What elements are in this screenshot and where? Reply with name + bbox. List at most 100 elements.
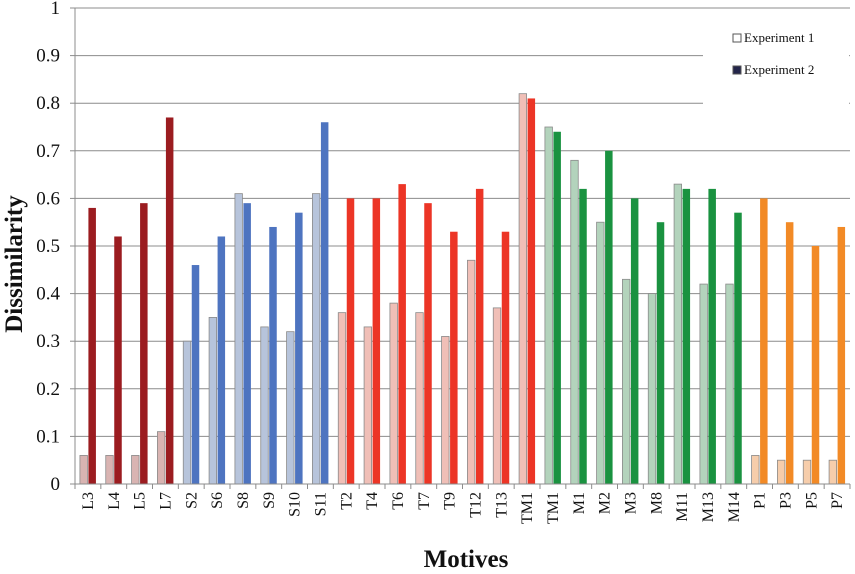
x-tick-label: T9 bbox=[442, 492, 459, 510]
y-tick-label: 1 bbox=[51, 0, 61, 19]
x-tick-label: S11 bbox=[312, 492, 329, 516]
x-tick-label: T13 bbox=[493, 492, 510, 518]
bar-experiment-2-l7 bbox=[165, 117, 174, 484]
x-tick-label: S6 bbox=[209, 492, 226, 509]
x-tick-label: T7 bbox=[416, 492, 433, 510]
bar-experiment-1-m8 bbox=[647, 293, 657, 485]
x-tick-label: S8 bbox=[235, 492, 252, 509]
bar-experiment-2-t4 bbox=[372, 198, 381, 484]
bar-experiment-2-t2 bbox=[346, 198, 355, 484]
x-axis-ticks: L3 L4 L5 L7 S2 S6 S8 S9 S10 S11 T2 T4 T6 T7 T9 T12 T13 TM… bbox=[74, 484, 851, 524]
bar-experiment-2-p3 bbox=[785, 222, 794, 484]
bar-experiment-2-tm1 bbox=[527, 98, 536, 484]
bar-experiment-2-m13 bbox=[708, 188, 716, 484]
x-tick-label: M13 bbox=[700, 492, 717, 522]
y-tick-label: 0.3 bbox=[36, 331, 60, 352]
x-tick-label: L3 bbox=[80, 492, 97, 510]
legend-background bbox=[703, 25, 849, 105]
bar-experiment-1-tm1 bbox=[544, 126, 553, 485]
y-tick-label: 0.5 bbox=[36, 236, 60, 257]
x-tick-label: S9 bbox=[261, 492, 278, 509]
bar-experiment-1-m13 bbox=[699, 283, 708, 485]
bar-experiment-1-l5 bbox=[131, 455, 140, 485]
y-tick-label: 0.2 bbox=[36, 379, 60, 400]
bar-experiment-2-p5 bbox=[811, 246, 820, 484]
bar-experiment-1-m3 bbox=[622, 278, 631, 485]
x-tick-label: P7 bbox=[829, 492, 846, 509]
bar-experiment-1-s8 bbox=[234, 193, 243, 485]
legend: Experiment 1 Experiment 2 bbox=[703, 25, 849, 105]
bar-experiment-2-s10 bbox=[295, 212, 303, 484]
bar-experiment-1-p5 bbox=[802, 459, 812, 485]
bar-experiment-2-s8 bbox=[243, 203, 251, 484]
bar-experiment-1-tm1 bbox=[518, 93, 527, 485]
x-tick-label: T12 bbox=[467, 492, 484, 518]
bar-experiment-1-m1 bbox=[570, 159, 579, 485]
y-tick-label: 0.4 bbox=[36, 284, 60, 305]
x-tick-label: M8 bbox=[648, 492, 665, 514]
x-tick-label: M14 bbox=[726, 492, 743, 522]
bar-experiment-1-s6 bbox=[208, 316, 217, 485]
bar-experiment-1-t2 bbox=[337, 312, 347, 485]
bar-experiment-2-s2 bbox=[191, 265, 200, 484]
x-tick-label: M3 bbox=[622, 492, 639, 514]
x-tick-label: P1 bbox=[752, 492, 769, 509]
x-tick-label: T2 bbox=[338, 492, 355, 510]
y-tick-label: 0.6 bbox=[36, 188, 60, 209]
x-tick-label: TM1 bbox=[545, 492, 562, 524]
x-tick-label: L7 bbox=[157, 492, 174, 510]
y-tick-label: 0.1 bbox=[36, 426, 60, 447]
bar-experiment-1-m14 bbox=[725, 283, 734, 485]
bar-experiment-2-m11 bbox=[682, 188, 691, 484]
x-tick-label: T4 bbox=[364, 492, 381, 510]
bar-experiment-2-t9 bbox=[450, 231, 458, 484]
x-tick-label: P5 bbox=[803, 492, 820, 509]
x-tick-label: M11 bbox=[674, 492, 691, 522]
bars bbox=[79, 93, 846, 485]
bar-experiment-1-t12 bbox=[467, 259, 476, 485]
bar-experiment-2-t7 bbox=[424, 203, 432, 484]
bar-experiment-2-t13 bbox=[501, 231, 510, 484]
bar-experiment-1-l3 bbox=[79, 455, 88, 485]
x-tick-label: P3 bbox=[777, 492, 794, 509]
x-tick-label: L4 bbox=[106, 492, 123, 510]
y-tick-label: 0.8 bbox=[36, 93, 60, 114]
bar-experiment-1-s11 bbox=[312, 193, 321, 485]
bar-experiment-1-t13 bbox=[492, 307, 502, 485]
bar-experiment-2-l4 bbox=[114, 236, 122, 484]
bar-experiment-2-tm1 bbox=[553, 131, 561, 484]
bar-experiment-2-p1 bbox=[760, 198, 768, 484]
bar-experiment-1-m2 bbox=[596, 221, 605, 485]
x-tick-label: TM1 bbox=[519, 492, 536, 524]
bar-experiment-2-m2 bbox=[605, 150, 613, 485]
y-tick-label: 0.7 bbox=[36, 141, 60, 162]
y-axis-ticks: 0 0.1 0.2 0.3 0.4 0.5 0.6 0.7 0.8 0.9 1 bbox=[36, 0, 75, 495]
bar-experiment-1-t7 bbox=[415, 312, 424, 485]
bar-experiment-2-t6 bbox=[398, 184, 406, 484]
bar-experiment-1-s2 bbox=[182, 340, 192, 485]
x-tick-label: T6 bbox=[390, 492, 407, 510]
y-axis-title: Dissimilarity bbox=[1, 195, 28, 333]
bar-experiment-1-t9 bbox=[441, 336, 450, 485]
grid-lines bbox=[75, 7, 850, 437]
bar-experiment-1-t6 bbox=[389, 302, 398, 485]
bar-experiment-2-p7 bbox=[837, 226, 846, 484]
bar-experiment-2-s6 bbox=[217, 236, 226, 484]
bar-experiment-2-l5 bbox=[140, 203, 148, 484]
bar-experiment-2-m1 bbox=[579, 188, 587, 484]
x-tick-label: S10 bbox=[287, 492, 304, 517]
x-tick-label: M2 bbox=[597, 492, 614, 514]
x-tick-label: S2 bbox=[183, 492, 200, 509]
bar-experiment-1-s9 bbox=[260, 326, 269, 485]
bar-experiment-2-m14 bbox=[734, 212, 742, 484]
bar-experiment-1-m11 bbox=[673, 183, 682, 485]
legend-label-experiment-2: Experiment 2 bbox=[744, 62, 814, 77]
y-tick-label: 0.9 bbox=[36, 46, 60, 67]
bar-experiment-2-s11 bbox=[320, 122, 329, 485]
bar-experiment-1-p3 bbox=[777, 459, 786, 485]
bar-experiment-2-l3 bbox=[88, 207, 96, 485]
bar-experiment-1-p7 bbox=[828, 459, 837, 485]
bar-experiment-2-m3 bbox=[630, 198, 639, 484]
bar-experiment-2-s9 bbox=[269, 226, 277, 484]
